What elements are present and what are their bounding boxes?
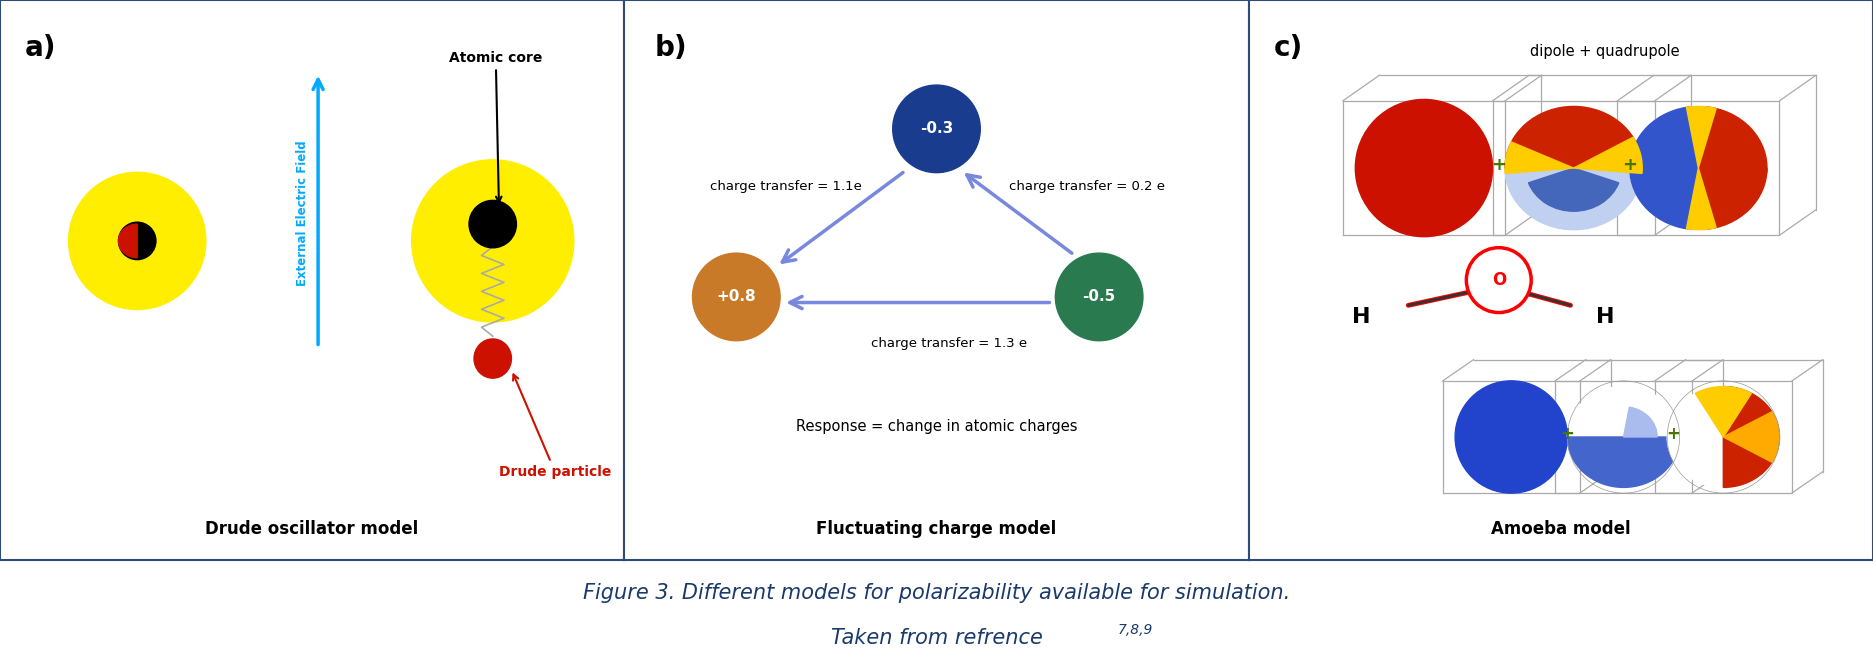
Text: Atomic core: Atomic core bbox=[450, 50, 543, 202]
Text: Amoeba model: Amoeba model bbox=[1491, 520, 1631, 538]
Wedge shape bbox=[1667, 387, 1779, 487]
Text: Drude oscillator model: Drude oscillator model bbox=[206, 520, 418, 538]
Ellipse shape bbox=[693, 253, 781, 341]
Ellipse shape bbox=[474, 339, 511, 378]
Ellipse shape bbox=[1054, 253, 1143, 341]
Wedge shape bbox=[1630, 107, 1766, 229]
Text: a): a) bbox=[24, 34, 56, 62]
Ellipse shape bbox=[69, 172, 206, 310]
Text: External Electric Field: External Electric Field bbox=[296, 140, 309, 286]
Ellipse shape bbox=[1356, 99, 1493, 237]
Text: Figure 3. Different models for polarizability available for simulation.: Figure 3. Different models for polarizab… bbox=[583, 583, 1290, 603]
Wedge shape bbox=[1686, 107, 1716, 168]
Text: H: H bbox=[1352, 306, 1371, 327]
Text: Taken from refrence: Taken from refrence bbox=[830, 629, 1043, 648]
Text: H: H bbox=[1596, 306, 1615, 327]
Ellipse shape bbox=[118, 222, 155, 260]
Text: Drude particle: Drude particle bbox=[498, 375, 611, 479]
Wedge shape bbox=[1506, 107, 1643, 168]
Wedge shape bbox=[1686, 168, 1716, 229]
Ellipse shape bbox=[893, 85, 980, 172]
Text: -0.3: -0.3 bbox=[920, 121, 953, 137]
Text: charge transfer = 0.2 e: charge transfer = 0.2 e bbox=[1010, 180, 1165, 194]
Text: -0.5: -0.5 bbox=[1083, 290, 1116, 304]
Wedge shape bbox=[1723, 412, 1779, 462]
Wedge shape bbox=[1695, 387, 1751, 437]
Text: c): c) bbox=[1274, 34, 1304, 62]
Wedge shape bbox=[1630, 107, 1699, 229]
Text: dipole + quadrupole: dipole + quadrupole bbox=[1530, 44, 1680, 59]
Text: charge transfer = 1.3 e: charge transfer = 1.3 e bbox=[871, 337, 1026, 350]
Wedge shape bbox=[1723, 387, 1779, 487]
Text: Fluctuating charge model: Fluctuating charge model bbox=[817, 520, 1056, 538]
Text: +: + bbox=[1560, 425, 1575, 443]
Text: O: O bbox=[1491, 271, 1506, 289]
Text: +: + bbox=[1667, 425, 1680, 443]
Text: charge transfer = 1.1e: charge transfer = 1.1e bbox=[710, 180, 862, 194]
Ellipse shape bbox=[412, 160, 573, 322]
Wedge shape bbox=[1506, 168, 1643, 229]
Wedge shape bbox=[1699, 168, 1766, 229]
Text: +0.8: +0.8 bbox=[717, 290, 757, 304]
Text: +: + bbox=[1622, 156, 1637, 174]
Wedge shape bbox=[1568, 387, 1680, 437]
Wedge shape bbox=[1568, 437, 1680, 487]
Wedge shape bbox=[118, 224, 137, 258]
Text: +: + bbox=[1491, 156, 1506, 174]
Text: Response = change in atomic charges: Response = change in atomic charges bbox=[796, 420, 1077, 434]
Ellipse shape bbox=[468, 200, 517, 248]
Wedge shape bbox=[1528, 168, 1618, 211]
Wedge shape bbox=[1506, 142, 1573, 174]
Text: 7,8,9: 7,8,9 bbox=[1118, 623, 1154, 637]
Wedge shape bbox=[1699, 107, 1766, 174]
Wedge shape bbox=[1624, 407, 1658, 437]
Text: b): b) bbox=[656, 34, 687, 62]
Ellipse shape bbox=[1455, 381, 1568, 493]
Wedge shape bbox=[1573, 137, 1643, 174]
Ellipse shape bbox=[1467, 248, 1532, 312]
